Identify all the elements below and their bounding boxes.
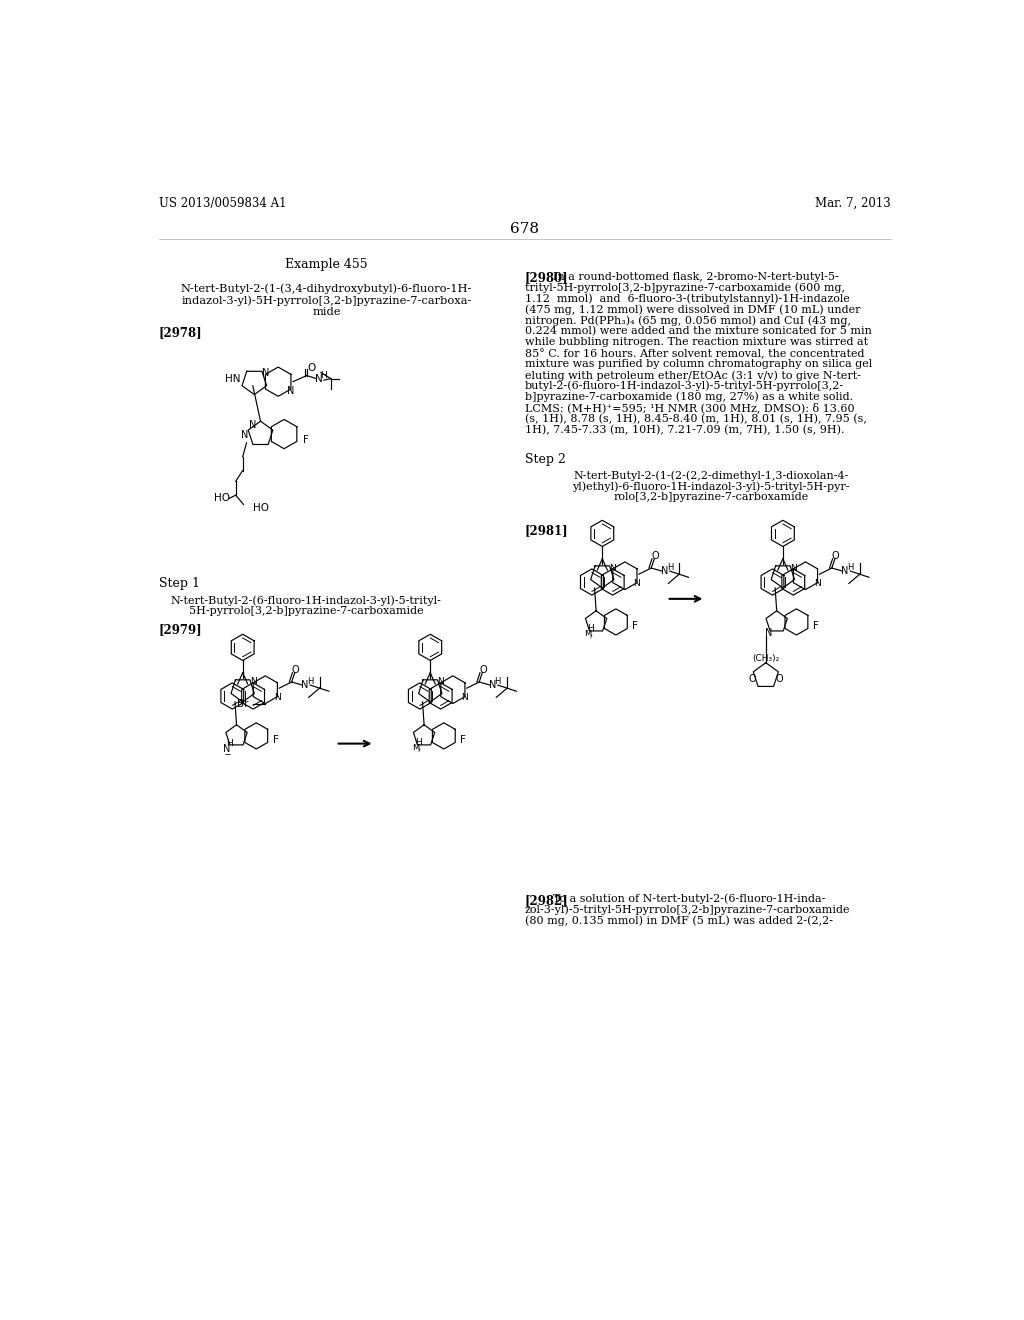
Text: (s, 1H), 8.78 (s, 1H), 8.45-8.40 (m, 1H), 8.01 (s, 1H), 7.95 (s,: (s, 1H), 8.78 (s, 1H), 8.45-8.40 (m, 1H)… [524,413,866,424]
Text: H: H [587,623,594,632]
Text: O: O [749,675,756,684]
Text: F: F [272,735,279,744]
Text: 5H-pyrrolo[3,2-b]pyrazine-7-carboxamide: 5H-pyrrolo[3,2-b]pyrazine-7-carboxamide [189,606,424,615]
Text: N: N [288,385,295,396]
Text: 1.12  mmol)  and  6-fluoro-3-(tributylstannyl)-1H-indazole: 1.12 mmol) and 6-fluoro-3-(tributylstann… [524,293,850,304]
Text: US 2013/0059834 A1: US 2013/0059834 A1 [159,197,287,210]
Text: (CH₃)₂: (CH₃)₂ [753,655,779,664]
Text: N̲: N̲ [223,743,230,755]
Text: Br: Br [237,698,248,709]
Text: F: F [632,620,638,631]
Text: (475 mg, 1.12 mmol) were dissolved in DMF (10 mL) under: (475 mg, 1.12 mmol) were dissolved in DM… [524,305,860,315]
Text: nitrogen. Pd(PPh₃)₄ (65 mg, 0.056 mmol) and CuI (43 mg,: nitrogen. Pd(PPh₃)₄ (65 mg, 0.056 mmol) … [524,315,851,326]
Text: O: O [651,550,658,561]
Text: [2979]: [2979] [159,623,203,636]
Text: H: H [319,371,327,380]
Text: [2980]: [2980] [524,272,568,285]
Text: N: N [814,579,821,587]
Text: indazol-3-yl)-5H-pyrrolo[3,2-b]pyrazine-7-carboxa-: indazol-3-yl)-5H-pyrrolo[3,2-b]pyrazine-… [181,296,472,306]
Text: HO: HO [253,503,268,513]
Text: N-tert-Butyl-2-(6-fluoro-1H-indazol-3-yl)-5-trityl-: N-tert-Butyl-2-(6-fluoro-1H-indazol-3-yl… [171,595,441,606]
Text: N: N [437,677,444,686]
Text: eluting with petroleum ether/EtOAc (3:1 v/v) to give N-tert-: eluting with petroleum ether/EtOAc (3:1 … [524,370,861,380]
Text: N: N [274,693,281,702]
Text: H: H [667,562,673,572]
Text: [2978]: [2978] [159,326,203,339]
Text: butyl-2-(6-fluoro-1H-indazol-3-yl)-5-trityl-5H-pyrrolo[3,2-: butyl-2-(6-fluoro-1H-indazol-3-yl)-5-tri… [524,381,844,392]
Text: ӎ: ӎ [585,628,592,638]
Text: HN: HN [225,375,241,384]
Text: N: N [842,566,849,576]
Text: N: N [765,628,772,638]
Text: trityl-5H-pyrrolo[3,2-b]pyrazine-7-carboxamide (600 mg,: trityl-5H-pyrrolo[3,2-b]pyrazine-7-carbo… [524,282,845,293]
Text: Step 1: Step 1 [159,577,200,590]
Text: rolo[3,2-b]pyrazine-7-carboxamide: rolo[3,2-b]pyrazine-7-carboxamide [613,492,808,502]
Text: Mar. 7, 2013: Mar. 7, 2013 [815,197,891,210]
Text: H: H [847,562,854,572]
Text: N: N [250,677,257,686]
Text: H: H [415,738,422,747]
Text: N: N [609,564,616,573]
Text: (80 mg, 0.135 mmol) in DMF (5 mL) was added 2-(2,2-: (80 mg, 0.135 mmol) in DMF (5 mL) was ad… [524,916,833,927]
Text: H: H [307,677,313,685]
Text: O: O [307,363,315,372]
Text: [2982]: [2982] [524,894,568,907]
Text: N: N [301,680,308,690]
Text: N: N [791,564,797,573]
Text: Step 2: Step 2 [524,453,565,466]
Text: while bubbling nitrogen. The reaction mixture was stirred at: while bubbling nitrogen. The reaction mi… [524,337,868,347]
Text: N: N [488,680,496,690]
Text: H: H [495,677,501,685]
Text: F: F [460,735,466,744]
Text: LCMS: (M+H)⁺=595; ¹H NMR (300 MHz, DMSO): δ 13.60: LCMS: (M+H)⁺=595; ¹H NMR (300 MHz, DMSO)… [524,403,854,413]
Text: O: O [831,550,840,561]
Text: N-tert-Butyl-2-(1-(2-(2,2-dimethyl-1,3-dioxolan-4-: N-tert-Butyl-2-(1-(2-(2,2-dimethyl-1,3-d… [573,470,849,480]
Text: b]pyrazine-7-carboxamide (180 mg, 27%) as a white solid.: b]pyrazine-7-carboxamide (180 mg, 27%) a… [524,392,853,403]
Text: 1H), 7.45-7.33 (m, 10H), 7.21-7.09 (m, 7H), 1.50 (s, 9H).: 1H), 7.45-7.33 (m, 10H), 7.21-7.09 (m, 7… [524,425,845,436]
Text: HO: HO [214,494,229,503]
Text: N: N [250,420,257,430]
Text: N: N [262,368,269,378]
Text: [2981]: [2981] [524,524,568,537]
Text: F: F [303,436,308,445]
Text: To a solution of N-tert-butyl-2-(6-fluoro-1H-inda-: To a solution of N-tert-butyl-2-(6-fluor… [553,894,825,904]
Text: N: N [242,430,249,440]
Text: zol-3-yl)-5-trityl-5H-pyrrolo[3,2-b]pyrazine-7-carboxamide: zol-3-yl)-5-trityl-5H-pyrrolo[3,2-b]pyra… [524,904,850,915]
Text: Example 455: Example 455 [285,259,368,271]
Text: N: N [660,566,668,576]
Text: N: N [314,374,323,384]
Text: O: O [776,675,783,684]
Text: F: F [813,620,818,631]
Text: H: H [225,739,232,748]
Text: 85° C. for 16 hours. After solvent removal, the concentrated: 85° C. for 16 hours. After solvent remov… [524,348,864,359]
Text: In a round-bottomed flask, 2-bromo-N-tert-butyl-5-: In a round-bottomed flask, 2-bromo-N-ter… [553,272,839,281]
Text: mide: mide [312,308,341,317]
Text: N: N [462,693,468,702]
Text: O: O [292,665,299,675]
Text: yl)ethyl)-6-fluoro-1H-indazol-3-yl)-5-trityl-5H-pyr-: yl)ethyl)-6-fluoro-1H-indazol-3-yl)-5-tr… [572,480,850,491]
Text: ӎ: ӎ [413,742,420,751]
Text: O: O [479,665,486,675]
Text: N-tert-Butyl-2-(1-(3,4-dihydroxybutyl)-6-fluoro-1H-: N-tert-Butyl-2-(1-(3,4-dihydroxybutyl)-6… [180,284,472,294]
Text: N: N [634,579,640,587]
Text: 0.224 mmol) were added and the mixture sonicated for 5 min: 0.224 mmol) were added and the mixture s… [524,326,871,337]
Text: 678: 678 [510,222,540,236]
Text: mixture was purified by column chromatography on silica gel: mixture was purified by column chromatog… [524,359,872,370]
